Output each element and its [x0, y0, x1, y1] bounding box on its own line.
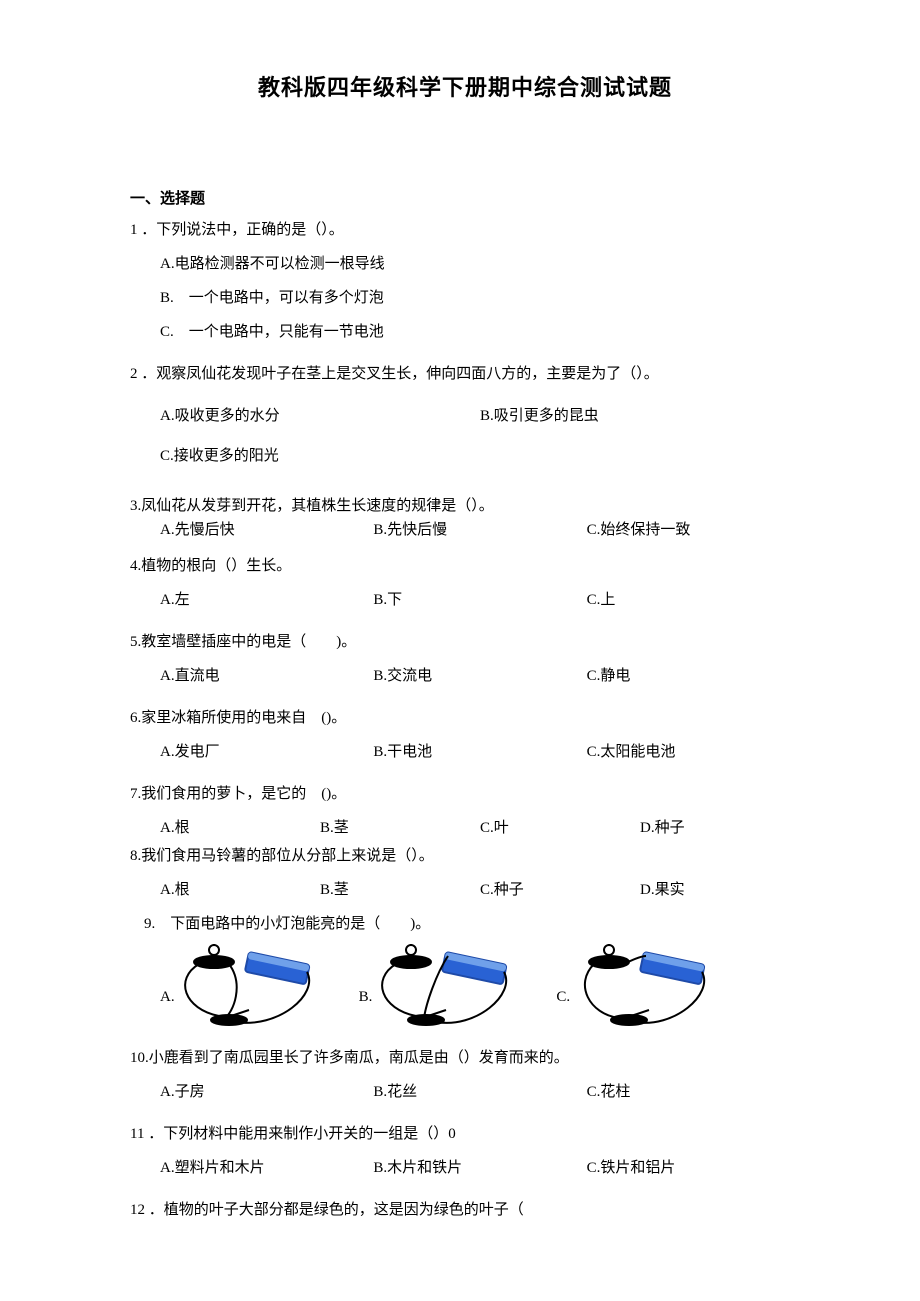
- q9-opt-b: B.: [359, 985, 373, 1009]
- question-9: 9. 下面电路中的小灯泡能亮的是（ )。 A.: [130, 912, 800, 1034]
- q4-stem: 4.植物的根向（）生长。: [130, 554, 800, 578]
- q2-opt-b: B.吸引更多的昆虫: [480, 404, 800, 428]
- question-6: 6.家里冰箱所使用的电来自 ()。 A.发电厂 B.干电池 C.太阳能电池: [130, 706, 800, 764]
- question-12: 12 ．植物的叶子大部分都是绿色的，这是因为绿色的叶子（: [130, 1198, 800, 1222]
- q10-opt-b: B.花丝: [373, 1080, 586, 1104]
- q8-opt-a: A.根: [160, 878, 320, 902]
- q9-stem: 9. 下面电路中的小灯泡能亮的是（ )。: [144, 912, 800, 936]
- q1-opt-c: C. 一个电路中，只能有一节电池: [160, 320, 800, 344]
- q9-opt-a: A.: [160, 985, 175, 1009]
- q5-opt-c: C.静电: [587, 664, 800, 688]
- q1-opt-a: A.电路检测器不可以检测一根导线: [160, 252, 800, 276]
- q4-opt-b: B.下: [373, 588, 586, 612]
- q7-opt-b: B.茎: [320, 816, 480, 840]
- q11-stem: 11 ．下列材料中能用来制作小开关的一组是（）0: [130, 1122, 800, 1146]
- q10-opt-a: A.子房: [160, 1080, 373, 1104]
- q5-stem: 5.教室墙壁插座中的电是（ )。: [130, 630, 800, 654]
- q11-opt-a: A.塑料片和木片: [160, 1156, 373, 1180]
- question-10: 10.小鹿看到了南瓜园里长了许多南瓜，南瓜是由（）发育而来的。 A.子房 B.花…: [130, 1046, 800, 1104]
- q10-stem: 10.小鹿看到了南瓜园里长了许多南瓜，南瓜是由（）发育而来的。: [130, 1046, 800, 1070]
- question-7: 7.我们食用的萝卜，是它的 ()。 A.根 B.茎 C.叶 D.种子: [130, 782, 800, 840]
- q9-opt-b-wrap: B.: [359, 944, 527, 1034]
- q1-stem: 1 ．下列说法中，正确的是（）。: [130, 218, 800, 242]
- page-title: 教科版四年级科学下册期中综合测试试题: [130, 70, 800, 102]
- q2-opt-c: C.接收更多的阳光: [160, 444, 480, 468]
- circuit-diagram-c: [574, 944, 724, 1034]
- q6-stem: 6.家里冰箱所使用的电来自 ()。: [130, 706, 800, 730]
- q3-opt-c: C.始终保持一致: [587, 518, 800, 542]
- question-3: 3.凤仙花从发芽到开花，其植株生长速度的规律是（）。 A.先慢后快 B.先快后慢…: [130, 494, 800, 542]
- question-1: 1 ．下列说法中，正确的是（）。 A.电路检测器不可以检测一根导线 B. 一个电…: [130, 218, 800, 344]
- q6-opt-a: A.发电厂: [160, 740, 373, 764]
- q7-stem: 7.我们食用的萝卜，是它的 ()。: [130, 782, 800, 806]
- q2-stem: 2 ．观察凤仙花发现叶子在茎上是交叉生长，伸向四面八方的，主要是为了（）。: [130, 362, 800, 386]
- question-4: 4.植物的根向（）生长。 A.左 B.下 C.上: [130, 554, 800, 612]
- q5-opt-b: B.交流电: [373, 664, 586, 688]
- q10-opt-c: C.花柱: [587, 1080, 800, 1104]
- section-heading: 一、选择题: [130, 187, 800, 208]
- question-11: 11 ．下列材料中能用来制作小开关的一组是（）0 A.塑料片和木片 B.木片和铁…: [130, 1122, 800, 1180]
- q4-opt-c: C.上: [587, 588, 800, 612]
- q8-stem: 8.我们食用马铃薯的部位从分部上来说是（）。: [130, 844, 800, 868]
- q8-opt-c: C.种子: [480, 878, 640, 902]
- q8-opt-b: B.茎: [320, 878, 480, 902]
- q8-opt-d: D.果实: [640, 878, 800, 902]
- q3-opt-b: B.先快后慢: [373, 518, 586, 542]
- q2-opt-a: A.吸收更多的水分: [160, 404, 480, 428]
- q1-opt-b: B. 一个电路中，可以有多个灯泡: [160, 286, 800, 310]
- question-5: 5.教室墙壁插座中的电是（ )。 A.直流电 B.交流电 C.静电: [130, 630, 800, 688]
- q5-opt-a: A.直流电: [160, 664, 373, 688]
- q9-opt-a-wrap: A.: [160, 944, 329, 1034]
- circuit-diagram-a: [179, 944, 329, 1034]
- q11-opt-b: B.木片和铁片: [373, 1156, 586, 1180]
- q9-opt-c-wrap: C.: [556, 944, 724, 1034]
- q6-opt-b: B.干电池: [373, 740, 586, 764]
- question-8: 8.我们食用马铃薯的部位从分部上来说是（）。 A.根 B.茎 C.种子 D.果实: [130, 844, 800, 902]
- circuit-diagram-b: [376, 944, 526, 1034]
- q6-opt-c: C.太阳能电池: [587, 740, 800, 764]
- q3-stem: 3.凤仙花从发芽到开花，其植株生长速度的规律是（）。: [130, 494, 800, 518]
- q4-opt-a: A.左: [160, 588, 373, 612]
- q3-opt-a: A.先慢后快: [160, 518, 373, 542]
- q7-opt-c: C.叶: [480, 816, 640, 840]
- q12-stem: 12 ．植物的叶子大部分都是绿色的，这是因为绿色的叶子（: [130, 1198, 800, 1222]
- q7-opt-a: A.根: [160, 816, 320, 840]
- question-2: 2 ．观察凤仙花发现叶子在茎上是交叉生长，伸向四面八方的，主要是为了（）。 A.…: [130, 362, 800, 476]
- q11-opt-c: C.铁片和铝片: [587, 1156, 800, 1180]
- q7-opt-d: D.种子: [640, 816, 800, 840]
- q9-opt-c: C.: [556, 985, 570, 1009]
